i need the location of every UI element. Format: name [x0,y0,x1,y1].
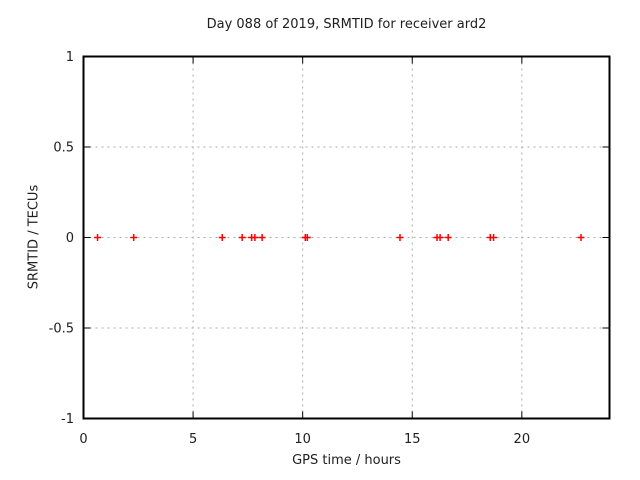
data-point [251,234,259,241]
data-point [258,234,266,241]
plot-border [82,55,611,420]
data-point [396,234,404,241]
data-point [436,234,444,241]
x-tick-label: 20 [514,432,531,447]
y-tick-label: 0 [66,231,74,246]
x-tick-label: 0 [79,432,87,447]
y-tick-label: -1 [61,412,74,427]
data-point [130,234,138,241]
data-point [238,234,246,241]
y-tick-label: -0.5 [49,322,74,337]
data-point [490,234,498,241]
x-tick-label: 10 [294,432,311,447]
y-tick-label: 1 [66,50,74,65]
x-tick-label: 5 [189,432,197,447]
data-point [94,234,102,241]
chart-title: Day 088 of 2019, SRMTID for receiver ard… [206,17,487,32]
y-tick-label: 0.5 [53,141,74,156]
data-point [577,234,585,241]
data-point [303,234,311,241]
data-point [218,234,226,241]
x-tick-label: 15 [404,432,421,447]
x-axis-label: GPS time / hours [292,453,401,468]
data-point [444,234,452,241]
